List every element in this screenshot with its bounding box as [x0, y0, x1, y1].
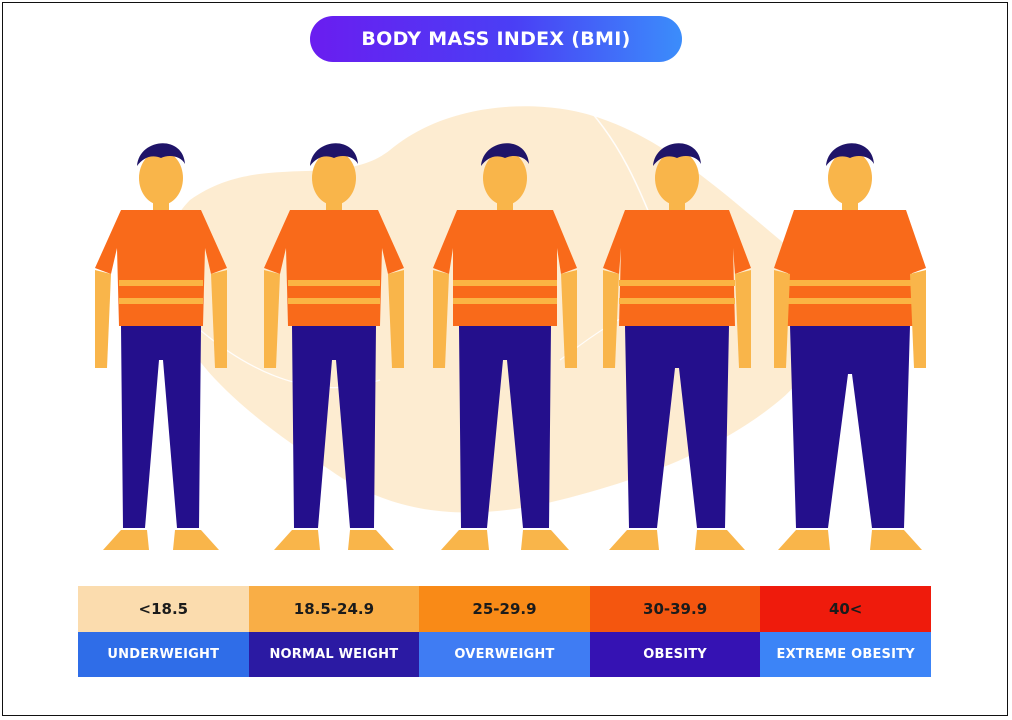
bmi-label-row: UNDERWEIGHT NORMAL WEIGHT OVERWEIGHT OBE… — [78, 632, 931, 677]
page-title: BODY MASS INDEX (BMI) — [361, 28, 631, 50]
label-cell-extreme-obesity: EXTREME OBESITY — [760, 632, 931, 677]
person-figure-icon-obesity — [603, 143, 751, 550]
person-figure-icon — [95, 143, 227, 550]
label-cell-obesity: OBESITY — [589, 632, 761, 677]
bmi-range-row: <18.5 18.5-24.9 25-29.9 30-39.9 40< — [78, 586, 931, 632]
range-cell-underweight: <18.5 — [78, 586, 249, 632]
range-cell-normal: 18.5-24.9 — [248, 586, 420, 632]
label-cell-overweight: OVERWEIGHT — [419, 632, 590, 677]
label-cell-normal: NORMAL WEIGHT — [248, 632, 420, 677]
range-cell-overweight: 25-29.9 — [419, 586, 590, 632]
range-cell-obesity: 30-39.9 — [589, 586, 761, 632]
person-figure-icon-overweight — [433, 143, 577, 550]
title-banner: BODY MASS INDEX (BMI) — [310, 16, 682, 62]
person-figure-icon-extreme-obesity — [774, 143, 926, 550]
person-figure-icon-normal — [264, 143, 404, 550]
person-figure-icon-underweight — [95, 143, 227, 550]
label-cell-underweight: UNDERWEIGHT — [78, 632, 249, 677]
range-cell-extreme-obesity: 40< — [760, 586, 931, 632]
